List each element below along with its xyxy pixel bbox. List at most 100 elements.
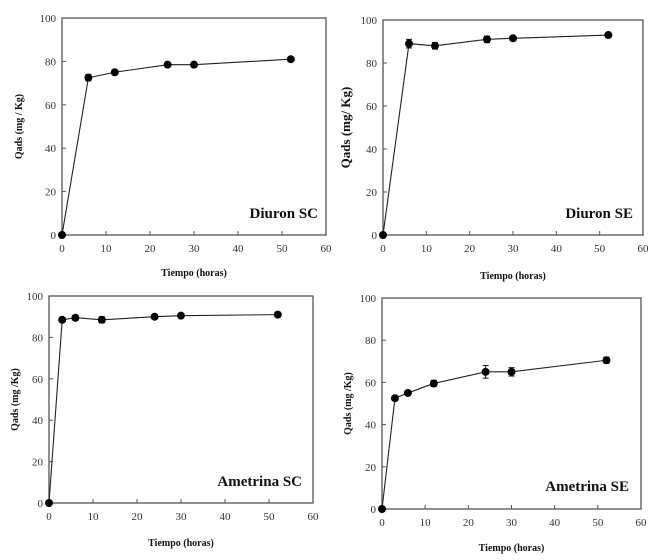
y-tick-label: 0	[51, 230, 57, 242]
x-tick-label: 20	[145, 243, 157, 255]
y-tick-label: 80	[32, 332, 44, 344]
x-tick-label: 20	[464, 243, 476, 255]
y-tick-label: 60	[32, 374, 44, 386]
panel-annotation: Diuron SE	[565, 206, 633, 222]
y-tick-label: 80	[45, 56, 57, 68]
y-tick-label: 0	[371, 504, 377, 516]
x-tick-label: 0	[380, 243, 386, 255]
x-axis-title: Tiempo (horas)	[480, 271, 546, 282]
data-point	[58, 315, 67, 324]
x-tick-label: 10	[88, 511, 100, 523]
y-tick-label: 0	[372, 230, 378, 242]
data-point	[483, 35, 491, 44]
x-tick-label: 30	[189, 243, 201, 255]
x-tick-label: 20	[463, 517, 475, 529]
x-tick-label: 10	[101, 243, 113, 255]
y-tick-label: 60	[366, 101, 378, 113]
x-tick-label: 40	[233, 243, 245, 255]
x-tick-label: 0	[59, 243, 65, 255]
x-tick-label: 0	[379, 517, 385, 529]
chart-panel-1: 0 10 20 30 40 50 60 0 20 40 60 80 100 Tiempo (horas) Q…	[14, 13, 332, 279]
panel-annotation: Ametrina SE	[545, 479, 629, 495]
y-axis-title: Qads (mg / Kg)	[14, 94, 25, 159]
data-point	[150, 312, 159, 321]
y-tick-label: 100	[360, 293, 377, 305]
x-tick-label: 40	[549, 517, 561, 529]
data-point	[379, 231, 387, 239]
y-tick-label: 20	[366, 187, 378, 199]
x-tick-label: 10	[421, 243, 433, 255]
y-tick-label: 20	[365, 462, 377, 474]
data-point	[97, 315, 106, 324]
data-point	[45, 499, 53, 507]
y-axis-title: Qads (mg/ Kg)	[338, 87, 353, 169]
y-axis-title: Qads (mg /Kg)	[10, 368, 21, 431]
y-tick-label: 60	[45, 100, 57, 112]
plot-frame	[48, 295, 314, 504]
y-tick-label: 40	[45, 143, 57, 155]
data-point	[71, 313, 80, 322]
data-point	[190, 60, 198, 69]
y-tick-label: 80	[365, 335, 377, 347]
data-point	[604, 31, 613, 40]
x-tick-label: 10	[420, 517, 432, 529]
x-tick-label: 30	[176, 511, 188, 523]
x-tick-label: 60	[636, 517, 648, 529]
data-point	[507, 367, 516, 376]
data-point	[286, 55, 295, 64]
data-point	[110, 68, 119, 77]
x-tick-label: 50	[277, 243, 289, 255]
x-tick-label: 30	[506, 517, 518, 529]
data-point	[378, 505, 386, 513]
x-tick-label: 40	[220, 511, 232, 523]
y-tick-label: 20	[32, 457, 44, 469]
data-point	[429, 379, 438, 388]
y-tick-label: 80	[366, 58, 378, 70]
x-tick-label: 50	[594, 243, 606, 255]
series-line	[61, 58, 291, 236]
y-tick-label: 100	[27, 291, 44, 303]
chart-panel-4: 0 10 20 30 40 50 60 0 20 40 60 80 100 Tiempo (horas) Q…	[343, 293, 647, 554]
data-point	[273, 310, 282, 319]
data-point	[602, 356, 611, 365]
y-tick-label: 20	[45, 187, 57, 199]
y-tick-label: 40	[366, 144, 378, 156]
data-point	[431, 41, 439, 50]
x-tick-label: 60	[638, 243, 650, 255]
x-tick-label: 50	[592, 517, 604, 529]
x-axis-title: Tiempo (horas)	[148, 538, 214, 549]
data-point	[405, 39, 413, 48]
x-tick-label: 40	[551, 243, 563, 255]
y-tick-label: 100	[361, 15, 378, 27]
y-tick-label: 40	[32, 415, 44, 427]
x-tick-label: 50	[264, 511, 276, 523]
plot-frame	[382, 19, 644, 236]
data-point	[403, 388, 412, 397]
data-point	[58, 231, 66, 239]
panel-annotation: Diuron SC	[250, 206, 319, 222]
plot-frame	[381, 297, 642, 510]
panel-annotation: Ametrina SC	[217, 474, 302, 490]
y-axis-title: Qads (mg /Kg)	[343, 372, 354, 435]
y-tick-label: 60	[365, 377, 377, 389]
x-axis-title: Tiempo (horas)	[479, 543, 545, 554]
x-tick-label: 0	[46, 511, 52, 523]
data-point	[509, 34, 517, 43]
data-point	[163, 60, 172, 69]
data-point	[177, 311, 185, 320]
data-point	[390, 394, 399, 403]
plot-frame	[61, 17, 327, 236]
x-tick-label: 60	[308, 511, 320, 523]
chart-panel-3: 0 10 20 30 40 50 60 0 20 40 60 80 100 Tiempo (horas) Q…	[10, 291, 319, 549]
data-point	[84, 73, 93, 82]
y-tick-label: 100	[40, 13, 57, 25]
x-tick-label: 20	[132, 511, 144, 523]
x-tick-label: 60	[321, 243, 333, 255]
x-tick-label: 30	[508, 243, 520, 255]
series-line	[382, 34, 609, 236]
x-axis-title: Tiempo (horas)	[161, 268, 227, 279]
chart-panel-2: 0 10 20 30 40 50 60 0 20 40 60 80 100 Tiempo (horas) Q…	[338, 15, 649, 282]
y-tick-label: 0	[38, 498, 44, 510]
y-tick-label: 40	[365, 420, 377, 432]
